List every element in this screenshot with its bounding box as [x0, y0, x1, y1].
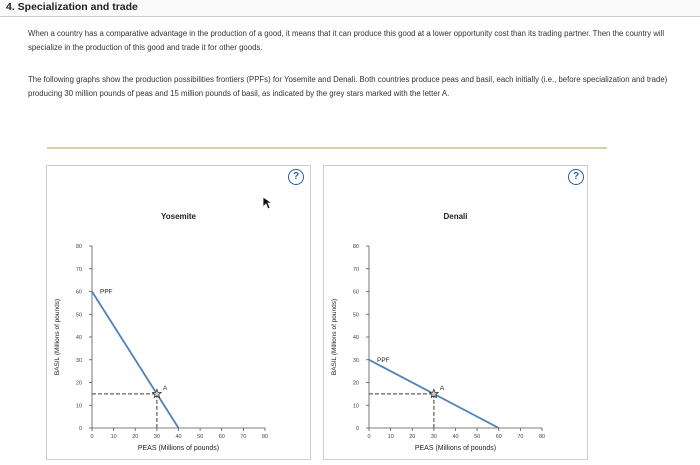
- y-tick-label: 20: [353, 381, 359, 387]
- x-tick-label: 20: [132, 434, 138, 440]
- ppf-label: PPF: [100, 289, 113, 296]
- yosemite-ppf-chart[interactable]: Yosemite 0 10 20 30 40 50 60 70 80 0 10 20 30 40 50 60 70…: [47, 166, 310, 459]
- y-tick-label: 70: [353, 267, 359, 273]
- point-a-star-marker: [428, 388, 440, 399]
- y-axis-label: BASIL (Millions of pounds): [331, 299, 338, 375]
- y-tick-label: 80: [353, 244, 359, 250]
- section-header: 4. Specialization and trade: [0, 0, 700, 17]
- x-axis-label: PEAS (Millions of pounds): [415, 445, 496, 452]
- yosemite-graph-panel[interactable]: Yosemite 0 10 20 30 40 50 60 70 80 0 10 20 30 40 50 60 70…: [46, 165, 311, 460]
- y-axis-label: BASIL (Millions of pounds): [54, 299, 61, 375]
- point-a-label: A: [163, 385, 168, 392]
- x-tick-label: 60: [496, 434, 502, 440]
- y-tick-label: 70: [76, 267, 82, 273]
- y-tick-label: 0: [356, 426, 359, 432]
- x-tick-label: 50: [197, 434, 203, 440]
- divider: [47, 147, 607, 149]
- x-tick-label: 10: [111, 434, 117, 440]
- point-a-star-marker: [151, 388, 163, 399]
- x-tick-label: 10: [388, 434, 394, 440]
- denali-graph-panel[interactable]: Denali 0 10 20 30 40 50 60 70 80 0 10 20 30 40 50 60 70 80…: [323, 165, 588, 460]
- y-tick-label: 80: [76, 244, 82, 250]
- section-title: 4. Specialization and trade: [6, 1, 138, 13]
- y-tick-label: 20: [76, 381, 82, 387]
- y-tick-label: 50: [76, 312, 82, 318]
- y-tick-label: 0: [79, 426, 82, 432]
- y-tick-label: 10: [76, 403, 82, 409]
- x-tick-label: 0: [90, 434, 93, 440]
- x-tick-label: 40: [175, 434, 181, 440]
- ppf-line: [91, 291, 180, 429]
- y-tick-label: 60: [76, 290, 82, 296]
- graphs-description-paragraph: The following graphs show the production…: [28, 75, 668, 98]
- point-a-label: A: [440, 385, 445, 392]
- ppf-label: PPF: [377, 357, 390, 364]
- y-tick-label: 50: [353, 312, 359, 318]
- x-tick-label: 30: [431, 434, 437, 440]
- chart-title: Denali: [443, 212, 467, 221]
- denali-help-button[interactable]: ?: [568, 169, 584, 185]
- x-tick-label: 20: [409, 434, 415, 440]
- y-tick-label: 60: [353, 290, 359, 296]
- y-tick-label: 40: [353, 335, 359, 341]
- intro-paragraph: When a country has a comparative advanta…: [28, 29, 665, 52]
- mouse-cursor-icon: [262, 196, 272, 210]
- x-tick-label: 70: [240, 434, 246, 440]
- x-axis-label: PEAS (Millions of pounds): [138, 445, 219, 452]
- x-tick-label: 60: [219, 434, 225, 440]
- y-tick-label: 30: [353, 358, 359, 364]
- x-tick-label: 50: [474, 434, 480, 440]
- x-tick-label: 70: [517, 434, 523, 440]
- yosemite-help-button[interactable]: ?: [288, 169, 304, 185]
- y-tick-label: 10: [353, 403, 359, 409]
- chart-title: Yosemite: [161, 212, 197, 221]
- y-tick-label: 40: [76, 335, 82, 341]
- x-tick-label: 30: [154, 434, 160, 440]
- x-tick-label: 0: [367, 434, 370, 440]
- x-tick-label: 80: [539, 434, 545, 440]
- y-tick-label: 30: [76, 358, 82, 364]
- x-tick-label: 80: [262, 434, 268, 440]
- denali-ppf-chart[interactable]: Denali 0 10 20 30 40 50 60 70 80 0 10 20 30 40 50 60 70 80…: [324, 166, 587, 459]
- x-tick-label: 40: [452, 434, 458, 440]
